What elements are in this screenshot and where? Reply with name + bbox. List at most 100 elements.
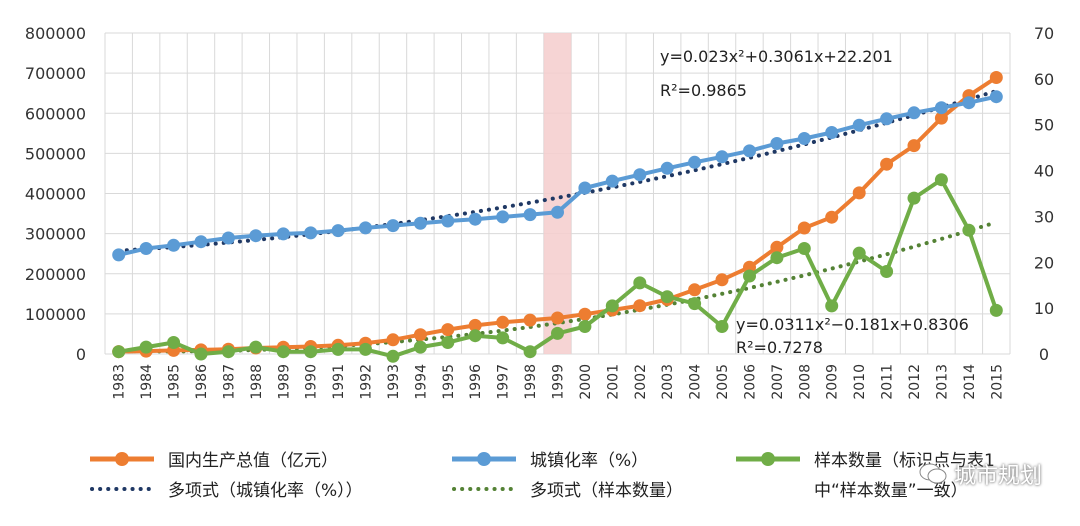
series-sample-point <box>852 246 866 260</box>
series-urban-point <box>770 137 784 150</box>
series-sample-point <box>468 329 482 343</box>
series-urban-point <box>249 229 263 243</box>
urban-trend-equation: y=0.023x²+0.3061x+22.201 <box>660 47 893 66</box>
trendline-urban <box>116 89 999 253</box>
x-tick-label: 2012 <box>907 364 923 400</box>
left-tick-label: 400000 <box>25 185 86 204</box>
series-sample-point <box>825 299 839 313</box>
series-gdp-point <box>880 157 894 171</box>
series-gdp-point <box>551 311 564 325</box>
series-sample-point <box>359 342 372 356</box>
series-sample-point <box>249 340 263 354</box>
x-tick-label: 2003 <box>660 364 676 400</box>
x-tick-label: 2004 <box>688 364 704 400</box>
series-urban-point <box>797 132 811 145</box>
series-gdp-point <box>496 315 510 329</box>
right-tick-label: 30 <box>1034 207 1054 226</box>
series-gdp-point <box>578 307 592 321</box>
right-tick-label: 40 <box>1034 162 1054 181</box>
series-sample-point <box>523 345 537 359</box>
x-tick-label: 1990 <box>304 364 320 400</box>
series-sample-point <box>989 303 1003 317</box>
series-sample-point <box>880 265 894 278</box>
series-gdp-point <box>441 323 455 337</box>
series-gdp-point <box>523 313 537 327</box>
series-sample-point <box>276 345 290 359</box>
series-urban-point <box>605 174 619 188</box>
gridlines <box>104 32 1011 355</box>
urban-trend-r2: R²=0.9865 <box>660 81 747 100</box>
series-sample-point <box>496 331 510 345</box>
series-gdp-point <box>413 328 427 342</box>
left-tick-label: 200000 <box>25 265 86 284</box>
x-tick-label: 1983 <box>112 364 128 400</box>
right-tick-label: 60 <box>1034 70 1054 89</box>
x-tick-label: 2006 <box>742 364 758 400</box>
x-tick-label: 1985 <box>167 364 183 400</box>
right-axis-ticks: 0 10 20 30 40 50 60 70 <box>1034 24 1054 364</box>
series-urban-point <box>934 101 948 115</box>
series-sample-point <box>633 276 647 290</box>
left-tick-label: 800000 <box>25 24 86 43</box>
left-tick-label: 100000 <box>25 305 86 324</box>
series-sample-point <box>605 299 619 313</box>
series-urban-point <box>441 214 455 228</box>
series-sample-point <box>551 326 564 340</box>
series-sample-point <box>441 336 455 349</box>
x-tick-label: 2002 <box>633 364 649 400</box>
left-tick-label: 700000 <box>25 64 86 83</box>
series-gdp-point <box>989 71 1003 84</box>
series-sample-point <box>112 345 126 359</box>
watermark-text: 城市规划 <box>953 464 1042 489</box>
x-tick-label: 1989 <box>276 364 292 400</box>
series-urban-point <box>962 96 976 110</box>
series-gdp-point <box>633 299 647 313</box>
left-tick-label: 0 <box>76 345 86 364</box>
series-urban-point <box>167 238 181 252</box>
series-sample-point <box>770 251 784 265</box>
right-tick-label: 50 <box>1034 116 1054 135</box>
series-urban-point <box>715 150 729 164</box>
series-urban-point <box>276 227 290 241</box>
x-tick-label: 1996 <box>468 364 484 400</box>
series-urban-point <box>633 168 647 182</box>
x-tick-label: 1994 <box>413 364 429 400</box>
x-tick-label: 2009 <box>825 364 841 400</box>
series-urban-point <box>852 118 866 132</box>
series <box>112 71 1003 363</box>
right-tick-label: 0 <box>1039 345 1049 364</box>
x-tick-label: 1984 <box>139 364 155 400</box>
series-gdp-point <box>907 139 921 153</box>
right-tick-label: 10 <box>1034 299 1054 318</box>
x-tick-label: 2008 <box>797 364 813 400</box>
right-tick-label: 70 <box>1034 24 1054 43</box>
x-tick-label: 1998 <box>523 364 539 400</box>
x-tick-label: 1993 <box>386 364 402 400</box>
series-urban-point <box>496 210 510 224</box>
series-urban-point <box>304 226 318 240</box>
series-urban-point <box>139 242 153 255</box>
series-sample-point <box>413 340 427 354</box>
series-sample-point <box>167 336 181 349</box>
series-gdp-point <box>852 186 866 200</box>
series-sample-point <box>934 173 948 187</box>
series-urban-point <box>551 205 564 219</box>
series-gdp-point <box>825 210 839 224</box>
highlight-band-1999 <box>543 33 572 354</box>
series-urban-point <box>359 221 372 235</box>
x-tick-label: 1995 <box>441 364 457 400</box>
series-sample-point <box>304 345 318 359</box>
series-sample-point <box>688 297 702 311</box>
series-urban-point <box>825 126 839 139</box>
x-tick-label: 1986 <box>194 364 210 400</box>
x-tick-label: 2011 <box>880 364 896 400</box>
series-urban-point <box>989 90 1003 104</box>
right-tick-label: 20 <box>1034 253 1054 272</box>
x-tick-label: 1992 <box>359 364 375 400</box>
x-tick-label: 1997 <box>496 364 512 400</box>
series-gdp-point <box>688 283 702 297</box>
series-urban-point <box>907 106 921 120</box>
series-urban-point <box>688 155 702 169</box>
series-gdp-point <box>770 240 784 254</box>
